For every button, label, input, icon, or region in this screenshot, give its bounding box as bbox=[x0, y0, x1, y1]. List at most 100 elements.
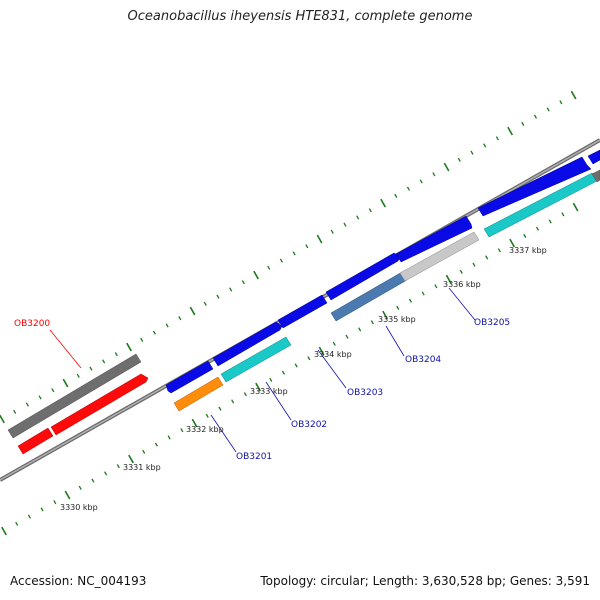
major-tick bbox=[128, 454, 134, 464]
gene-label-ob3205[interactable]: OB3205 bbox=[474, 318, 510, 328]
minor-tick bbox=[102, 359, 106, 364]
kbp-label: 3331 kbp bbox=[123, 463, 161, 472]
kbp-label: 3336 kbp bbox=[443, 280, 481, 289]
minor-tick bbox=[533, 114, 538, 119]
minor-tick bbox=[307, 356, 311, 361]
minor-tick bbox=[180, 428, 184, 433]
major-tick bbox=[318, 346, 325, 356]
accession-text: Accession: NC_004193 bbox=[10, 574, 147, 588]
minor-tick bbox=[370, 320, 374, 325]
gene-red-small[interactable] bbox=[17, 427, 54, 455]
gene-ob3202-cyan[interactable] bbox=[220, 336, 292, 383]
minor-tick bbox=[104, 471, 108, 476]
gene-ob3200-gray[interactable] bbox=[7, 353, 142, 439]
minor-tick bbox=[457, 157, 461, 162]
minor-tick bbox=[459, 269, 463, 274]
minor-tick bbox=[343, 222, 347, 227]
minor-tick bbox=[154, 442, 158, 447]
kbp-label: 3330 kbp bbox=[60, 503, 98, 512]
minor-tick bbox=[40, 507, 44, 512]
minor-tick bbox=[497, 248, 501, 253]
minor-tick bbox=[432, 172, 436, 177]
major-tick bbox=[445, 274, 452, 284]
major-tick bbox=[64, 490, 71, 500]
gene-blue-d[interactable] bbox=[395, 215, 473, 263]
gene-label-ob3200[interactable]: OB3200 bbox=[14, 319, 50, 329]
minor-tick bbox=[229, 287, 233, 292]
minor-tick bbox=[38, 395, 42, 400]
minor-tick bbox=[243, 392, 247, 397]
minor-tick bbox=[114, 352, 118, 357]
minor-tick bbox=[332, 341, 336, 346]
minor-tick bbox=[523, 233, 527, 238]
minor-tick bbox=[269, 377, 273, 382]
gene-label-ob3201[interactable]: OB3201 bbox=[236, 452, 272, 462]
major-tick bbox=[380, 198, 386, 208]
kbp-label: 3334 kbp bbox=[314, 350, 352, 359]
minor-tick bbox=[485, 255, 489, 260]
minor-tick bbox=[421, 291, 425, 296]
minor-tick bbox=[142, 449, 146, 454]
minor-tick bbox=[470, 150, 474, 155]
major-tick bbox=[126, 342, 132, 352]
kbp-label: 3335 kbp bbox=[378, 315, 416, 324]
minor-tick bbox=[178, 316, 182, 321]
gene-blue-a[interactable] bbox=[165, 360, 214, 394]
major-tick bbox=[253, 270, 259, 280]
minor-tick bbox=[231, 399, 235, 404]
gene-ob3201-orange[interactable] bbox=[173, 376, 224, 412]
minor-tick bbox=[305, 244, 309, 249]
major-tick bbox=[443, 162, 450, 172]
minor-tick bbox=[495, 136, 499, 141]
genome-summary-text: Topology: circular; Length: 3,630,528 bp… bbox=[260, 574, 590, 588]
minor-tick bbox=[561, 212, 565, 217]
minor-tick bbox=[358, 327, 362, 332]
minor-tick bbox=[521, 121, 525, 126]
major-tick bbox=[62, 378, 69, 388]
gene-blue-c[interactable] bbox=[325, 252, 401, 301]
minor-tick bbox=[279, 258, 284, 263]
gene-ob3203-blue[interactable] bbox=[277, 294, 328, 329]
minor-tick bbox=[281, 370, 286, 375]
minor-tick bbox=[559, 100, 563, 105]
gene-ob3204-steel[interactable] bbox=[330, 271, 408, 322]
minor-tick bbox=[218, 406, 222, 411]
minor-tick bbox=[167, 435, 171, 440]
minor-tick bbox=[356, 215, 360, 220]
minor-tick bbox=[483, 143, 487, 148]
kbp-labels: 3330 kbp 3331 kbp 3332 kbp 3333 kbp 3334… bbox=[60, 246, 547, 512]
kbp-label: 3333 kbp bbox=[250, 387, 288, 396]
gene-ob3200-red[interactable] bbox=[50, 373, 149, 436]
minor-tick bbox=[76, 373, 80, 378]
major-tick bbox=[255, 382, 261, 392]
major-tick bbox=[382, 310, 388, 320]
gene-blue-edge[interactable] bbox=[587, 149, 600, 165]
minor-tick bbox=[546, 107, 550, 112]
inner-tick-ring bbox=[1, 202, 579, 536]
minor-tick bbox=[216, 294, 220, 299]
major-tick bbox=[507, 126, 514, 136]
gene-label-ob3204[interactable]: OB3204 bbox=[405, 355, 441, 365]
gene-blue-b[interactable] bbox=[212, 321, 283, 367]
minor-tick bbox=[292, 251, 296, 256]
minor-tick bbox=[165, 323, 169, 328]
major-tick bbox=[0, 414, 5, 424]
minor-tick bbox=[548, 219, 552, 224]
kbp-label: 3332 kbp bbox=[186, 425, 224, 434]
gene-label-ob3202[interactable]: OB3202 bbox=[291, 420, 327, 430]
kbp-label: 3337 kbp bbox=[509, 246, 547, 255]
gene-gray-edge[interactable] bbox=[591, 169, 600, 183]
minor-tick bbox=[396, 305, 400, 310]
major-tick bbox=[509, 238, 516, 248]
gene-blue-e[interactable] bbox=[477, 156, 592, 217]
minor-tick bbox=[51, 388, 55, 393]
minor-tick bbox=[116, 464, 120, 469]
minor-tick bbox=[267, 265, 271, 270]
gene-label-ob3203[interactable]: OB3203 bbox=[347, 388, 383, 398]
gene-ob3205-lightgray[interactable] bbox=[399, 231, 480, 282]
minor-tick bbox=[27, 514, 31, 519]
minor-tick bbox=[91, 478, 95, 483]
gene-features bbox=[7, 149, 600, 455]
gene-labels: OB3200 OB3201 OB3202 OB3203 OB3204 OB320… bbox=[14, 318, 510, 462]
